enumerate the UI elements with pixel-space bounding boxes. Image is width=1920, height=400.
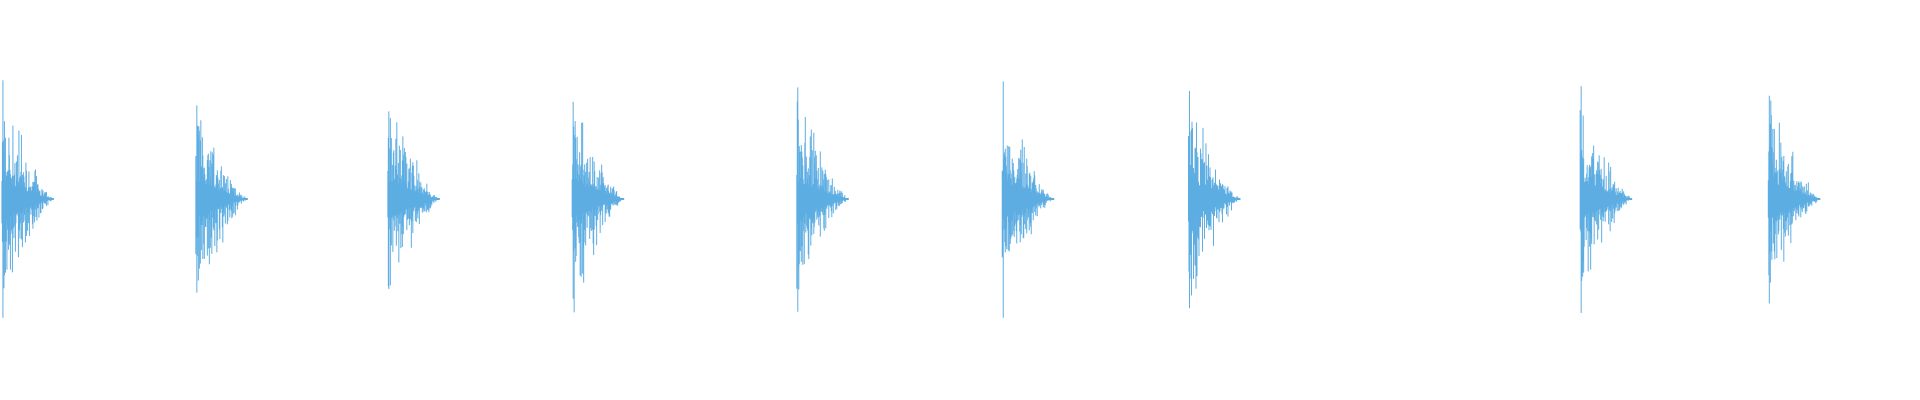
waveform-burst [1187, 91, 1241, 309]
waveform-burst [387, 111, 440, 289]
waveform-burst [1001, 81, 1055, 318]
waveform-burst [1579, 86, 1633, 313]
waveform-burst [796, 87, 849, 312]
waveform-burst [195, 105, 248, 293]
waveform-burst [1767, 95, 1821, 304]
waveform-burst [571, 101, 625, 313]
waveform-burst [1, 80, 54, 318]
